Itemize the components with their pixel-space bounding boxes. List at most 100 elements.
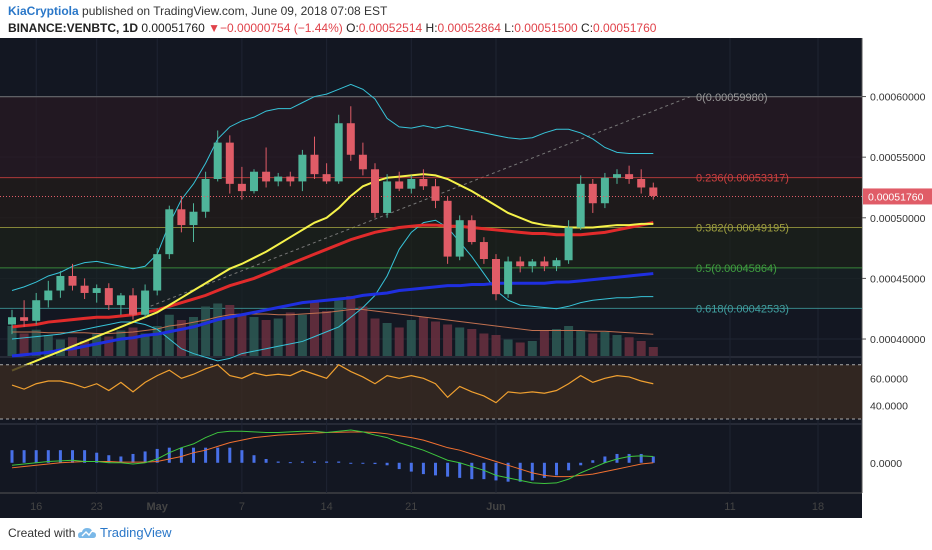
volume-bar <box>648 347 658 356</box>
candle-body <box>165 209 174 255</box>
volume-ma-line <box>12 309 654 335</box>
macd-histogram-bar <box>155 448 159 463</box>
volume-bar <box>55 339 65 356</box>
candle-body <box>564 227 573 261</box>
macd-histogram-bar <box>627 453 631 463</box>
volume-bar <box>503 339 513 356</box>
candle-body <box>334 123 343 182</box>
volume-bar <box>394 327 404 356</box>
rsi-line <box>11 364 654 404</box>
macd-histogram-bar <box>591 460 595 463</box>
x-tick-label: 11 <box>724 501 735 513</box>
author-link[interactable]: KiaCryptiola <box>8 4 79 18</box>
macd-histogram-bar <box>179 447 183 463</box>
candle-body <box>237 183 246 192</box>
macd-histogram-bar <box>10 450 14 463</box>
candle-body <box>431 186 440 201</box>
macd-histogram-bar <box>494 462 498 481</box>
macd-histogram-bar <box>373 462 377 465</box>
macd-signal-line <box>11 431 654 478</box>
candle-body <box>129 295 137 315</box>
candle-body <box>20 317 29 321</box>
low-value: 0.00051500 <box>514 21 578 35</box>
rsi-band-fill <box>0 364 862 419</box>
macd-histogram-bar <box>313 461 316 463</box>
high-value: 0.00052864 <box>437 21 501 35</box>
candle-body <box>540 261 549 267</box>
candle-body <box>68 275 77 286</box>
macd-histogram-bar <box>22 450 26 463</box>
macd-tick-label: 0.0000 <box>870 458 902 470</box>
volume-bar <box>370 318 380 356</box>
x-tick-label: 16 <box>30 501 42 513</box>
candle-body <box>492 259 500 295</box>
volume-bar <box>140 333 150 356</box>
volume-bar <box>128 327 138 356</box>
candle-body <box>383 181 392 213</box>
volume-bar <box>527 341 537 356</box>
candle-body <box>153 254 162 291</box>
candle-body <box>322 174 331 182</box>
macd-histogram-bar <box>276 461 280 463</box>
fib-zone <box>0 177 862 228</box>
macd-histogram-bar <box>446 462 450 477</box>
tradingview-cloud-icon <box>78 527 96 538</box>
volume-bar <box>515 342 525 356</box>
x-tick-label: 14 <box>320 501 332 513</box>
rsi-tick-label: 60.0000 <box>870 373 908 385</box>
last-price-label: 0.00051760 <box>868 191 924 203</box>
macd-histogram-bar <box>71 450 74 463</box>
volume-bar <box>576 330 586 356</box>
macd-histogram-bar <box>349 462 353 464</box>
volume-bar <box>249 317 259 356</box>
macd-histogram-bar <box>83 450 87 463</box>
time-axis-background <box>0 493 862 518</box>
candle-body <box>576 183 585 228</box>
macd-histogram-bar <box>288 462 292 464</box>
down-arrow-icon: ▼ <box>208 21 220 35</box>
volume-bar <box>273 318 283 356</box>
candle-body <box>504 261 513 295</box>
volume-bar <box>189 317 198 356</box>
trading-chart[interactable]: 16 23 May 7 14 21 Jun 11 18 0.00060000 0.00055000 0… <box>0 38 932 518</box>
ma-fast-line <box>11 173 654 372</box>
last-price-tag <box>863 188 932 205</box>
volume-bar <box>19 333 29 356</box>
volume-bar <box>152 326 162 356</box>
candle-body <box>395 181 404 189</box>
macd-histogram-bar <box>58 450 62 463</box>
volume-bar <box>346 296 356 356</box>
created-with-label: Created with <box>8 526 76 540</box>
candle-body <box>528 261 537 267</box>
volume-bar <box>382 323 392 356</box>
macd-histogram-bar <box>518 462 522 482</box>
macd-histogram-bar <box>264 459 268 463</box>
macd-histogram-bar <box>458 462 462 478</box>
volume-bar <box>431 321 440 356</box>
macd-histogram-bar <box>252 455 256 463</box>
volume-bar <box>176 320 186 356</box>
macd-histogram-bar <box>337 461 341 463</box>
macd-histogram-bar <box>530 462 534 481</box>
macd-histogram-bar <box>192 447 195 463</box>
bollinger-upper-line <box>11 83 654 292</box>
candle-body <box>358 154 367 170</box>
price-axis-background <box>862 38 932 493</box>
macd-histogram-bar <box>615 453 619 463</box>
macd-histogram-bar <box>325 461 329 463</box>
y-tick-label: 0.00060000 <box>870 92 926 104</box>
volume-bar <box>334 300 344 356</box>
volume-bar <box>636 341 646 356</box>
candle-body <box>371 169 379 213</box>
ma-slow-line <box>11 272 654 358</box>
candle-body <box>213 142 222 179</box>
macd-histogram-bar <box>204 447 208 463</box>
macd-line <box>11 429 654 485</box>
fib-level-label: 0.236(0.00053317) <box>696 173 789 185</box>
macd-histogram-bar <box>95 452 99 463</box>
macd-histogram-bar <box>107 455 111 463</box>
tradingview-link[interactable]: TradingView <box>78 525 172 540</box>
fib-level-label: 0.618(0.00042533) <box>696 303 789 315</box>
macd-histogram-bar <box>603 456 607 463</box>
volume-bar <box>164 314 174 356</box>
